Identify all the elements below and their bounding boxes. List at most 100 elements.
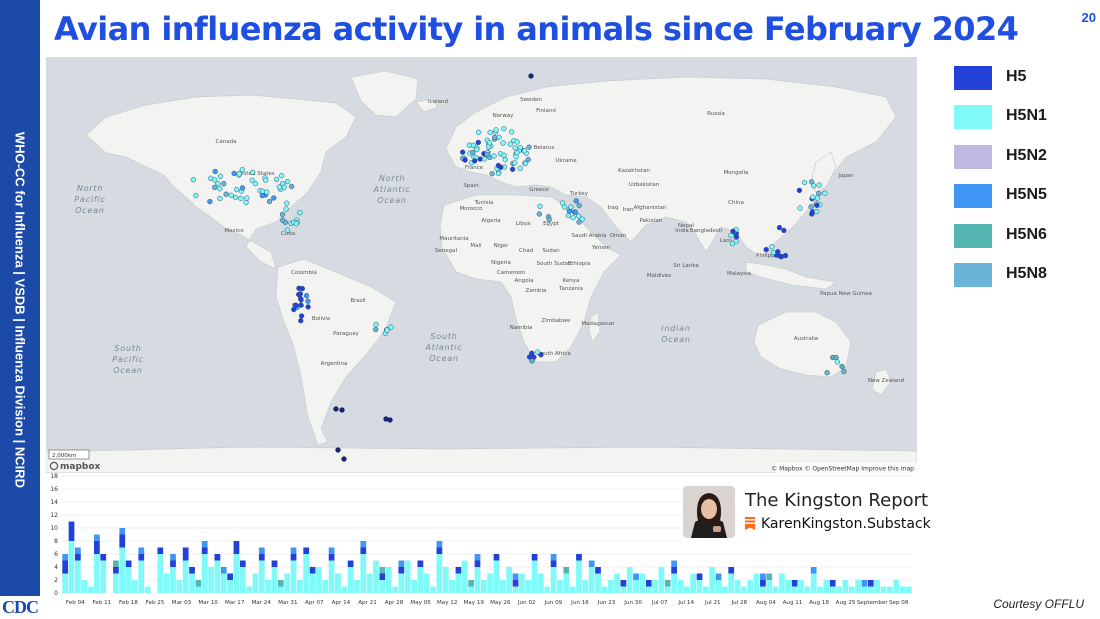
substack-icon: [745, 517, 755, 530]
outbreak-point: [291, 306, 297, 313]
bar-segment: [113, 560, 119, 567]
country-label: Paraguay: [333, 331, 359, 337]
kingston-report-badge[interactable]: The Kingston Report KarenKingston.Substa…: [683, 484, 931, 542]
bar-segment: [538, 573, 544, 593]
legend-swatch: [954, 184, 992, 208]
bar-segment: [588, 567, 595, 593]
outbreak-point: [284, 227, 291, 233]
legend-label: H5N5: [1006, 186, 1047, 203]
bar-segment: [480, 580, 487, 593]
country-label: Senegal: [435, 248, 458, 254]
x-tick-label: Feb 11: [92, 600, 111, 606]
legend-item-h5n2: H5N2: [954, 145, 1094, 169]
bar-segment: [760, 586, 766, 593]
bar-segment: [354, 580, 360, 593]
outbreak-point: [217, 195, 223, 202]
outbreak-point: [495, 162, 502, 169]
outbreak-point: [243, 199, 249, 206]
outbreak-point: [559, 200, 566, 206]
country-label: Iceland: [428, 99, 448, 105]
bar-segment: [220, 573, 227, 593]
page-title: Avian influenza activity in animals sinc…: [54, 10, 1019, 48]
bar-segment: [442, 567, 449, 593]
country-label: Kazakhstan: [618, 168, 650, 174]
bar-segment: [62, 554, 69, 561]
outbreak-point: [501, 126, 507, 132]
bar-segment: [138, 547, 145, 554]
outbreak-point: [190, 177, 197, 183]
country-label: Bolivia: [312, 316, 330, 322]
world-map[interactable]: North Pacific Ocean North Atlantic Ocean Sou…: [46, 57, 917, 473]
country-label: Papua New Guinea: [820, 291, 872, 297]
country-label: Tanzania: [558, 286, 583, 292]
country-label: Nigeria: [491, 260, 511, 266]
bar-segment: [322, 580, 329, 593]
outbreak-point: [212, 168, 218, 175]
bar-segment: [379, 580, 386, 593]
chart-bars: [62, 521, 912, 593]
outbreak-point: [491, 153, 497, 159]
bar-segment: [645, 586, 652, 593]
bar-segment: [68, 521, 75, 541]
bar-segment: [550, 560, 557, 567]
legend-label: H5N8: [1006, 265, 1047, 282]
x-tick-label: Aug 25: [836, 600, 856, 606]
bar-segment: [182, 547, 189, 561]
x-tick-label: Apr 28: [385, 600, 404, 606]
outbreak-point: [305, 304, 311, 310]
bar-segment: [74, 547, 81, 554]
bar-segment: [671, 573, 677, 593]
land-eurasia: [445, 76, 897, 258]
bar-segment: [220, 567, 227, 574]
country-label: China: [728, 200, 744, 206]
outbreak-point: [305, 298, 311, 304]
outbreak-point: [517, 144, 523, 151]
bar-segment: [100, 554, 107, 561]
bar-segment: [664, 586, 671, 593]
bar-segment: [436, 541, 443, 548]
x-tick-label: Apr 21: [358, 600, 377, 606]
bar-segment: [455, 567, 462, 574]
outbreak-point: [288, 183, 295, 190]
legend-label: H5: [1006, 68, 1027, 85]
y-tick-label: 12: [50, 512, 58, 519]
x-tick-label: Mar 24: [251, 600, 271, 606]
outbreak-point: [512, 160, 518, 166]
bar-segment: [417, 560, 424, 567]
outbreak-point: [233, 194, 239, 201]
country-label: South Sudan: [536, 261, 572, 267]
outbreak-point: [493, 127, 499, 133]
courtesy-credit: Courtesy OFFLU: [993, 597, 1084, 611]
bar-segment: [791, 580, 798, 587]
country-label: Cuba: [281, 231, 295, 237]
map-attribution[interactable]: © Mapbox © OpenStreetMap Improve this ma…: [771, 466, 914, 473]
country-label: Iraq: [608, 205, 619, 211]
bar-segment: [519, 573, 525, 593]
country-label: Finland: [536, 108, 556, 114]
bar-segment: [842, 580, 849, 593]
legend-swatch: [954, 66, 992, 90]
bar-segment: [664, 580, 671, 587]
bar-segment: [290, 554, 297, 561]
bar-segment: [880, 586, 887, 593]
bar-segment: [277, 580, 284, 587]
bar-segment: [157, 554, 164, 593]
outbreak-point: [776, 224, 783, 231]
outbreak-point: [797, 205, 803, 211]
bar-segment: [290, 547, 297, 554]
outbreak-point: [566, 208, 573, 214]
bar-segment: [328, 560, 335, 593]
country-label: Niger: [494, 243, 510, 249]
outbreak-point: [816, 190, 822, 197]
legend-swatch: [954, 224, 992, 248]
bar-segment: [373, 560, 379, 593]
bar-segment: [328, 547, 335, 554]
ocean-label-south-pacific: South Pacific Ocean: [112, 344, 143, 375]
sidebar-band: WHO-CC for Influenza | VSDB | Influenza …: [0, 0, 40, 619]
legend-item-h5n8: H5N8: [954, 263, 1094, 287]
bar-segment: [398, 567, 405, 574]
bar-segment: [595, 573, 601, 593]
bar-segment: [525, 580, 532, 593]
kingston-report-link[interactable]: KarenKingston.Substack: [761, 516, 931, 532]
outbreak-point: [228, 192, 234, 198]
